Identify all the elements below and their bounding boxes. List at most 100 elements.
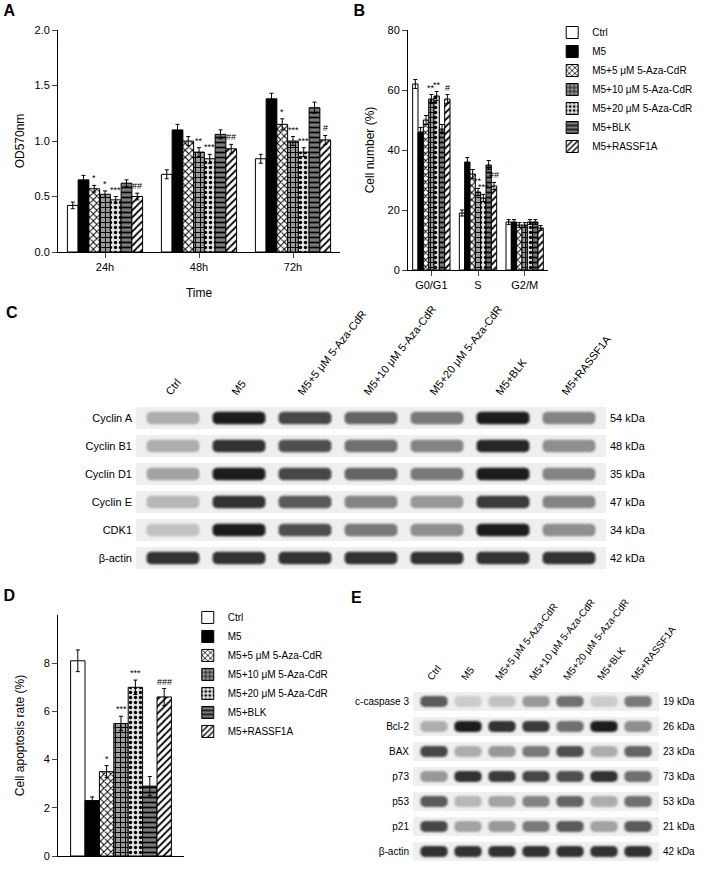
svg-text:6: 6 (44, 705, 50, 717)
svg-text:40: 40 (388, 144, 400, 156)
svg-text:20: 20 (388, 204, 400, 216)
svg-text:Time: Time (186, 286, 213, 300)
svg-text:0.5: 0.5 (35, 190, 50, 202)
svg-text:###: ### (157, 677, 172, 687)
svg-text:24h: 24h (96, 261, 114, 273)
svg-text:M5: M5 (229, 378, 248, 397)
svg-text:54 kDa: 54 kDa (610, 412, 646, 424)
svg-text:72h: 72h (284, 261, 302, 273)
svg-text:***: *** (478, 182, 489, 192)
svg-text:M5+BLK: M5+BLK (592, 122, 631, 133)
svg-text:C: C (6, 304, 18, 321)
svg-text:23 kDa: 23 kDa (663, 746, 695, 757)
svg-text:Cell apoptosis rate (%): Cell apoptosis rate (%) (13, 675, 27, 796)
svg-text:S: S (474, 279, 481, 291)
svg-text:0: 0 (394, 264, 400, 276)
svg-text:***: *** (204, 142, 215, 152)
svg-text:42 kDa: 42 kDa (610, 552, 646, 564)
svg-text:M5+20 μM 5-Aza-CdR: M5+20 μM 5-Aza-CdR (228, 688, 328, 699)
svg-text:#: # (445, 83, 450, 93)
svg-text:**: ** (427, 83, 435, 93)
svg-text:E: E (351, 589, 362, 606)
svg-text:M5+5 μM 5-Aza-CdR: M5+5 μM 5-Aza-CdR (493, 601, 560, 682)
svg-text:M5+BLK: M5+BLK (595, 645, 628, 682)
svg-text:2: 2 (44, 802, 50, 814)
svg-text:M5+10 μM 5-Aza-CdR: M5+10 μM 5-Aza-CdR (361, 303, 438, 397)
svg-text:***: *** (110, 185, 121, 195)
svg-text:Cell number (%): Cell number (%) (363, 107, 377, 194)
svg-text:**: ** (195, 136, 203, 146)
svg-text:M5+RASSF1A: M5+RASSF1A (629, 624, 678, 682)
svg-text:p73: p73 (392, 771, 409, 782)
svg-text:Cyclin E: Cyclin E (92, 496, 132, 508)
svg-text:A: A (4, 2, 16, 19)
svg-text:80: 80 (388, 24, 400, 36)
svg-text:*: * (92, 173, 96, 183)
svg-text:p53: p53 (392, 796, 409, 807)
svg-text:M5+RASSF1A: M5+RASSF1A (228, 726, 294, 737)
svg-text:26 kDa: 26 kDa (663, 721, 695, 732)
svg-text:Ctrl: Ctrl (425, 663, 443, 682)
svg-text:M5+RASSF1A: M5+RASSF1A (559, 333, 613, 398)
svg-text:M5: M5 (459, 664, 476, 682)
svg-text:β-actin: β-actin (99, 552, 132, 564)
svg-text:35 kDa: 35 kDa (610, 468, 646, 480)
svg-text:0.0: 0.0 (35, 246, 50, 258)
svg-text:M5+RASSF1A: M5+RASSF1A (592, 141, 658, 152)
svg-text:48 kDa: 48 kDa (610, 440, 646, 452)
svg-text:*: * (105, 754, 109, 764)
svg-text:M5+5 μM 5-Aza-CdR: M5+5 μM 5-Aza-CdR (295, 308, 368, 397)
svg-text:D: D (3, 587, 15, 604)
svg-text:1.5: 1.5 (35, 79, 50, 91)
svg-text:c-caspase 3: c-caspase 3 (355, 696, 409, 707)
svg-text:*: * (103, 179, 107, 189)
svg-text:OD570nm: OD570nm (13, 114, 27, 169)
svg-text:M5+5 μM 5-Aza-CdR: M5+5 μM 5-Aza-CdR (228, 650, 322, 661)
svg-text:M5+20 μM 5-Aza-CdR: M5+20 μM 5-Aza-CdR (427, 303, 504, 397)
svg-text:48h: 48h (190, 261, 208, 273)
svg-text:Ctrl: Ctrl (163, 376, 183, 397)
svg-text:G0/G1: G0/G1 (415, 279, 447, 291)
svg-text:##: ## (132, 181, 142, 191)
svg-text:Cyclin B1: Cyclin B1 (86, 440, 132, 452)
svg-text:8: 8 (44, 657, 50, 669)
svg-text:M5+BLK: M5+BLK (228, 707, 267, 718)
svg-text:CDK1: CDK1 (103, 524, 132, 536)
svg-text:47 kDa: 47 kDa (610, 496, 646, 508)
svg-text:**: ** (474, 176, 482, 186)
svg-text:M5+20 μM 5-Aza-CdR: M5+20 μM 5-Aza-CdR (561, 597, 631, 683)
svg-text:Bcl-2: Bcl-2 (386, 721, 409, 732)
svg-text:2.0: 2.0 (35, 24, 50, 36)
svg-text:M5: M5 (228, 631, 242, 642)
svg-text:***: *** (288, 125, 299, 135)
svg-text:***: *** (130, 668, 141, 678)
svg-text:##: ## (489, 170, 499, 180)
svg-text:#: # (323, 123, 328, 133)
svg-text:Cyclin D1: Cyclin D1 (85, 468, 132, 480)
svg-text:*: * (280, 107, 284, 117)
svg-text:***: *** (116, 704, 127, 714)
svg-text:Ctrl: Ctrl (228, 612, 244, 623)
svg-text:M5+20 μM 5-Aza-CdR: M5+20 μM 5-Aza-CdR (592, 103, 692, 114)
svg-text:M5+10 μM 5-Aza-CdR: M5+10 μM 5-Aza-CdR (527, 597, 597, 683)
svg-text:p21: p21 (392, 821, 409, 832)
svg-text:53 kDa: 53 kDa (663, 796, 695, 807)
svg-text:M5: M5 (592, 46, 606, 57)
svg-text:B: B (354, 2, 366, 19)
svg-text:0: 0 (44, 850, 50, 862)
svg-text:G2/M: G2/M (511, 279, 538, 291)
svg-text:##: ## (226, 132, 236, 142)
svg-text:60: 60 (388, 84, 400, 96)
svg-text:Ctrl: Ctrl (592, 27, 608, 38)
svg-text:M5+5 μM 5-Aza-CdR: M5+5 μM 5-Aza-CdR (592, 65, 686, 76)
svg-text:M5+10 μM 5-Aza-CdR: M5+10 μM 5-Aza-CdR (228, 669, 328, 680)
svg-text:β-actin: β-actin (379, 846, 409, 857)
svg-text:34 kDa: 34 kDa (610, 524, 646, 536)
svg-text:19 kDa: 19 kDa (663, 696, 695, 707)
svg-text:M5+10 μM 5-Aza-CdR: M5+10 μM 5-Aza-CdR (592, 84, 692, 95)
svg-text:42 kDa: 42 kDa (663, 846, 695, 857)
svg-text:Cyclin A: Cyclin A (92, 412, 132, 424)
svg-text:73 kDa: 73 kDa (663, 771, 695, 782)
svg-text:BAX: BAX (389, 746, 409, 757)
svg-text:4: 4 (44, 753, 50, 765)
